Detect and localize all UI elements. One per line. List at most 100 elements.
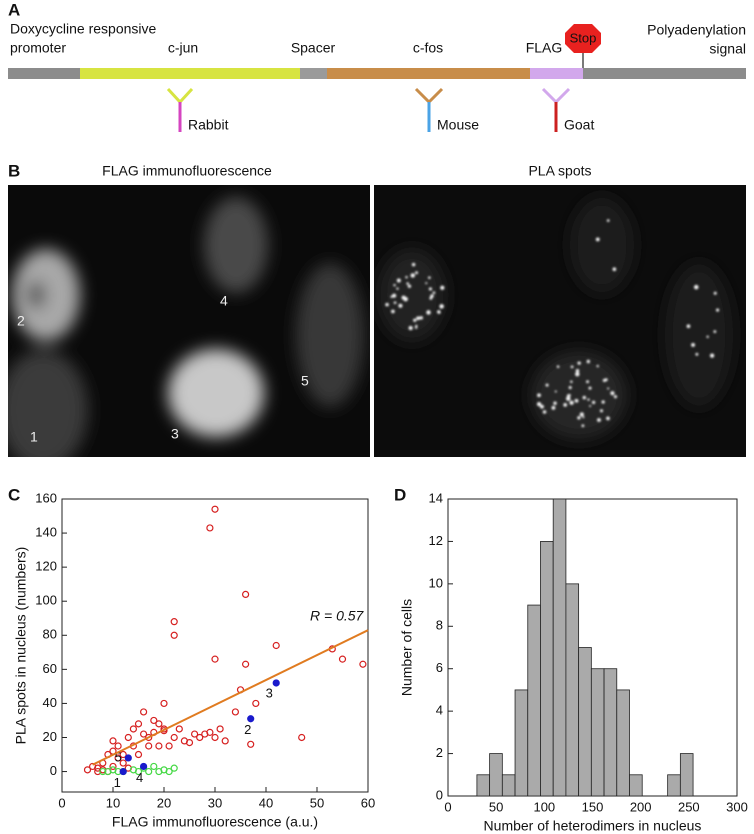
pla-spot bbox=[581, 424, 585, 428]
bar bbox=[527, 604, 541, 797]
pla-spot bbox=[415, 271, 418, 275]
pla-spot bbox=[713, 291, 717, 295]
pla-spot bbox=[432, 291, 436, 295]
pla-spot bbox=[551, 405, 556, 410]
image-title: FLAG immunofluorescence bbox=[102, 163, 272, 179]
pla-spot bbox=[586, 359, 591, 364]
bar bbox=[578, 647, 592, 797]
point bbox=[211, 733, 219, 742]
flag-label: FLAG bbox=[526, 40, 563, 56]
y-tick-label: 6 bbox=[436, 660, 443, 675]
x-tick-label: 0 bbox=[58, 795, 65, 810]
point bbox=[191, 730, 199, 738]
pla-spot bbox=[595, 237, 600, 242]
point-label: 4 bbox=[136, 770, 143, 785]
pla-spot bbox=[582, 416, 585, 419]
pla-spot bbox=[577, 416, 581, 420]
x-tick-label: 250 bbox=[678, 799, 700, 814]
y-tick-label: 2 bbox=[436, 745, 443, 760]
point bbox=[298, 733, 306, 742]
point bbox=[206, 524, 214, 532]
panel-label: C bbox=[8, 485, 20, 504]
y-tick-label: 8 bbox=[436, 618, 443, 633]
pla-spot bbox=[411, 262, 416, 267]
pla-spot bbox=[536, 401, 542, 407]
point bbox=[145, 767, 153, 776]
pla-spot bbox=[430, 294, 434, 298]
pla-spot bbox=[391, 309, 395, 314]
x-tick-label: 30 bbox=[208, 795, 222, 810]
pla-spot bbox=[713, 330, 717, 333]
point bbox=[119, 767, 127, 776]
pla-spot bbox=[575, 368, 580, 373]
pla-spot bbox=[426, 310, 431, 315]
pla-spot bbox=[596, 364, 599, 368]
pla-spot bbox=[613, 395, 618, 399]
pla-spot bbox=[428, 276, 431, 279]
point bbox=[109, 762, 117, 771]
pla-spot bbox=[439, 304, 444, 309]
polya-label: Polyadenylation bbox=[647, 22, 746, 38]
y-axis-label: Number of cells bbox=[399, 599, 415, 696]
antibody-label: Goat bbox=[564, 117, 594, 133]
point bbox=[140, 762, 148, 771]
point bbox=[206, 728, 214, 736]
y-tick-label: 120 bbox=[35, 559, 57, 574]
bar bbox=[540, 541, 554, 797]
pla-spot bbox=[553, 401, 557, 405]
pla-spot bbox=[599, 409, 604, 413]
pla-spot bbox=[407, 284, 412, 288]
x-tick-label: 50 bbox=[489, 799, 503, 814]
pla-spot bbox=[540, 404, 544, 409]
pla-spot bbox=[545, 383, 549, 387]
pla-spot bbox=[398, 303, 403, 308]
pla-spot bbox=[440, 285, 445, 290]
point bbox=[170, 764, 178, 772]
y-tick-label: 0 bbox=[436, 787, 443, 802]
pla-spot bbox=[693, 284, 699, 290]
pla-spot bbox=[425, 282, 428, 285]
y-tick-label: 20 bbox=[43, 729, 57, 744]
point bbox=[129, 725, 137, 733]
pla-spot bbox=[588, 386, 592, 390]
point bbox=[145, 733, 153, 742]
point bbox=[175, 725, 183, 733]
pla-spot bbox=[414, 326, 418, 329]
spacer-label: Spacer bbox=[291, 40, 336, 56]
pla-spot bbox=[566, 394, 570, 398]
pla-spot bbox=[438, 311, 441, 314]
pla-spot bbox=[606, 219, 610, 222]
pla-spot bbox=[686, 324, 691, 329]
panel-label: A bbox=[8, 0, 20, 19]
panel-label: B bbox=[8, 161, 20, 180]
point bbox=[272, 679, 280, 687]
cfos-label: c-fos bbox=[413, 40, 443, 56]
y-tick-label: 80 bbox=[43, 627, 57, 642]
bar bbox=[590, 668, 605, 797]
x-tick-label: 10 bbox=[106, 795, 120, 810]
y-tick-label: 14 bbox=[429, 490, 443, 505]
x-tick-label: 60 bbox=[361, 795, 375, 810]
pla-spot bbox=[589, 405, 592, 408]
point bbox=[242, 590, 250, 598]
point bbox=[119, 750, 127, 759]
bar bbox=[489, 753, 503, 797]
point-label: 3 bbox=[266, 685, 273, 700]
bar bbox=[603, 668, 618, 797]
pla-spot bbox=[570, 380, 573, 384]
point bbox=[114, 754, 122, 762]
point bbox=[185, 738, 194, 747]
point bbox=[155, 742, 163, 750]
y-tick-label: 0 bbox=[50, 763, 57, 778]
x-axis-label: Number of heterodimers in nucleus bbox=[484, 818, 702, 834]
pla-spot bbox=[406, 282, 409, 285]
y-axis-label: PLA spots in nucleus (numbers) bbox=[13, 547, 29, 745]
pla-spot bbox=[716, 308, 720, 312]
x-tick-label: 0 bbox=[444, 799, 451, 814]
pla-spot bbox=[563, 403, 568, 407]
pla-spot bbox=[410, 273, 416, 278]
point bbox=[83, 766, 92, 774]
fit-line bbox=[92, 629, 369, 766]
pla-spot bbox=[568, 386, 572, 390]
point bbox=[124, 754, 132, 762]
